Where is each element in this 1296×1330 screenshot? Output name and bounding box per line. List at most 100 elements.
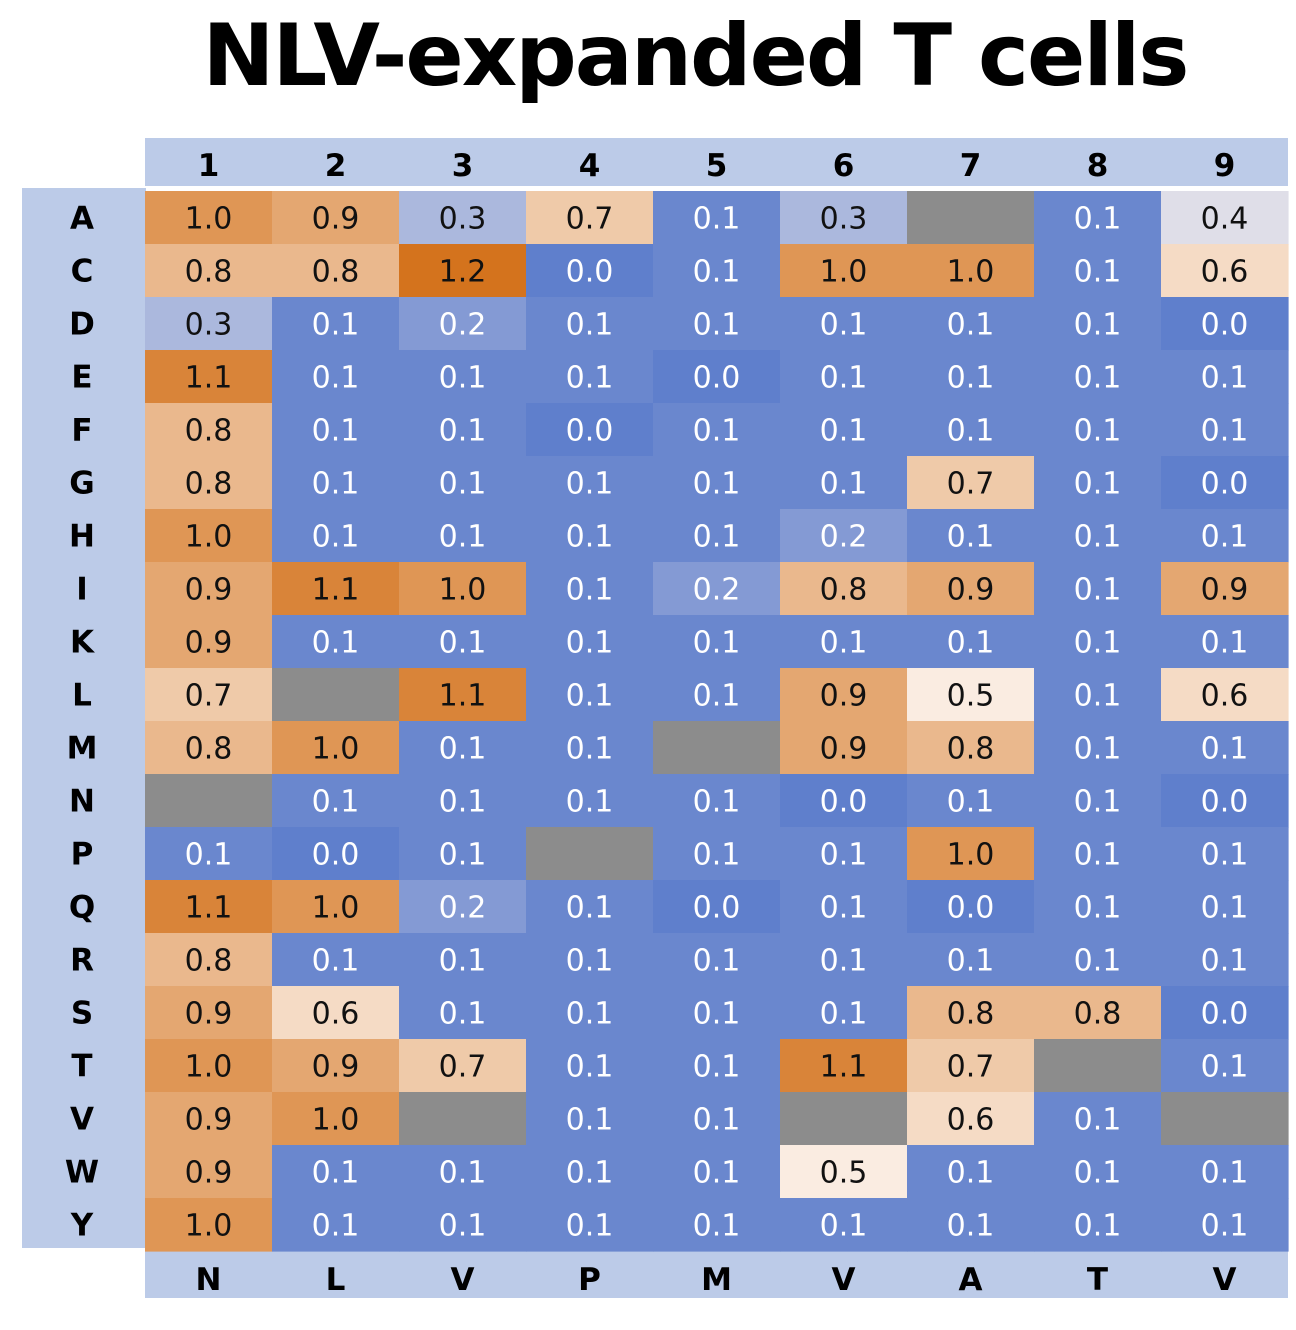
cell-value-label: 0.1 xyxy=(693,1103,741,1138)
cell-value-label: 0.8 xyxy=(185,414,233,449)
heatmap-cell xyxy=(907,880,1035,934)
residue-label: A xyxy=(959,1262,983,1298)
heatmap-cell xyxy=(399,350,527,404)
cell-value-label: 0.8 xyxy=(185,944,233,979)
heatmap-cell xyxy=(780,456,908,510)
cell-value-label: 0.7 xyxy=(947,1050,995,1085)
cell-value-label: 0.1 xyxy=(693,785,741,820)
heatmap-cell xyxy=(145,456,273,510)
heatmap-cell xyxy=(399,827,527,881)
cell-value-label: 0.1 xyxy=(820,997,868,1032)
cell-value-label: 0.0 xyxy=(1201,997,1249,1032)
cell-value-label: 0.1 xyxy=(1201,1050,1249,1085)
cell-value-label: 0.1 xyxy=(820,467,868,502)
heatmap-cell xyxy=(526,562,654,616)
heatmap-cell xyxy=(780,933,908,987)
heatmap-cell xyxy=(145,244,273,298)
heatmap-cell xyxy=(526,403,654,457)
cell-value-label: 0.1 xyxy=(566,1103,614,1138)
cell-value-label: 0.1 xyxy=(1201,891,1249,926)
heatmap-cell xyxy=(399,1092,527,1146)
heatmap-cell xyxy=(1161,1198,1289,1252)
position-header-band xyxy=(145,138,1288,186)
heatmap-cell xyxy=(780,297,908,351)
heatmap-cell xyxy=(907,1198,1035,1252)
heatmap-cell xyxy=(145,1145,273,1199)
heatmap-cell xyxy=(1034,827,1162,881)
heatmap-cell xyxy=(1161,244,1289,298)
residue-label: P xyxy=(578,1262,601,1298)
cell-value-label: 0.1 xyxy=(693,414,741,449)
cell-value-label: 1.1 xyxy=(185,361,233,396)
amino-acid-label: V xyxy=(70,1102,94,1138)
cell-value-label: 0.1 xyxy=(439,414,487,449)
cell-value-label: 0.1 xyxy=(1201,361,1249,396)
heatmap-cell xyxy=(1034,986,1162,1040)
cell-value-label: 0.1 xyxy=(1074,202,1122,237)
heatmap-cell xyxy=(1161,986,1289,1040)
cell-value-label: 0.1 xyxy=(947,308,995,343)
cell-value-label: 0.1 xyxy=(439,944,487,979)
heatmap-cell xyxy=(1161,1092,1289,1146)
cell-value-label: 0.1 xyxy=(820,891,868,926)
heatmap-cell xyxy=(272,1145,400,1199)
heatmap-cell xyxy=(1034,668,1162,722)
cell-value-label: 0.1 xyxy=(820,414,868,449)
heatmap-cell xyxy=(653,1145,781,1199)
heatmap-cell xyxy=(272,1198,400,1252)
cell-value-label: 0.7 xyxy=(185,679,233,714)
heatmap-cell xyxy=(780,1092,908,1146)
cell-value-label: 0.1 xyxy=(566,1050,614,1085)
cell-value-label: 0.1 xyxy=(312,1156,360,1191)
heatmap-cell xyxy=(653,933,781,987)
cell-value-label: 1.1 xyxy=(439,679,487,714)
heatmap-cell xyxy=(272,933,400,987)
cell-value-label: 0.1 xyxy=(439,785,487,820)
cell-value-label: 0.1 xyxy=(312,626,360,661)
cell-value-label: 0.1 xyxy=(312,414,360,449)
heatmap-cell xyxy=(1034,615,1162,669)
cell-value-label: 0.1 xyxy=(1201,1156,1249,1191)
cell-value-label: 0.1 xyxy=(1201,626,1249,661)
heatmap-cell xyxy=(399,562,527,616)
cell-value-label: 0.1 xyxy=(693,1156,741,1191)
cell-value-label: 0.1 xyxy=(693,679,741,714)
heatmap-cell xyxy=(1034,297,1162,351)
heatmap-cell xyxy=(145,191,273,245)
cell-value-label: 0.1 xyxy=(1074,626,1122,661)
residue-label: V xyxy=(832,1262,856,1298)
cell-value-label: 0.1 xyxy=(439,1156,487,1191)
heatmap-cell xyxy=(653,191,781,245)
heatmap-cell xyxy=(399,1145,527,1199)
heatmap-cell xyxy=(526,774,654,828)
cell-value-label: 0.1 xyxy=(312,308,360,343)
cell-value-label: 0.1 xyxy=(1074,1103,1122,1138)
heatmap-cell xyxy=(526,350,654,404)
heatmap-cell xyxy=(1161,721,1289,775)
cell-value-label: 0.1 xyxy=(1201,520,1249,555)
heatmap-cell xyxy=(272,456,400,510)
cell-value-label: 0.1 xyxy=(566,308,614,343)
cell-value-label: 0.7 xyxy=(566,202,614,237)
heatmap-cell xyxy=(145,403,273,457)
cell-value-label: 0.2 xyxy=(439,891,487,926)
cell-value-label: 0.1 xyxy=(566,361,614,396)
heatmap-cell xyxy=(1161,191,1289,245)
cell-value-label: 0.6 xyxy=(1201,255,1249,290)
cell-value-label: 0.1 xyxy=(693,1209,741,1244)
heatmap-cell xyxy=(399,933,527,987)
heatmap-cell xyxy=(272,986,400,1040)
cell-value-label: 0.1 xyxy=(1074,467,1122,502)
cell-value-label: 0.1 xyxy=(693,520,741,555)
cell-value-label: 0.1 xyxy=(947,1209,995,1244)
heatmap-cell xyxy=(653,827,781,881)
cell-value-label: 0.8 xyxy=(1074,997,1122,1032)
cell-value-label: 0.0 xyxy=(566,255,614,290)
cell-value-label: 0.0 xyxy=(1201,467,1249,502)
heatmap-cell xyxy=(780,509,908,563)
cell-value-label: 0.3 xyxy=(185,308,233,343)
heatmap-cell xyxy=(526,615,654,669)
heatmap-cell xyxy=(1161,456,1289,510)
position-label: 4 xyxy=(579,148,601,184)
